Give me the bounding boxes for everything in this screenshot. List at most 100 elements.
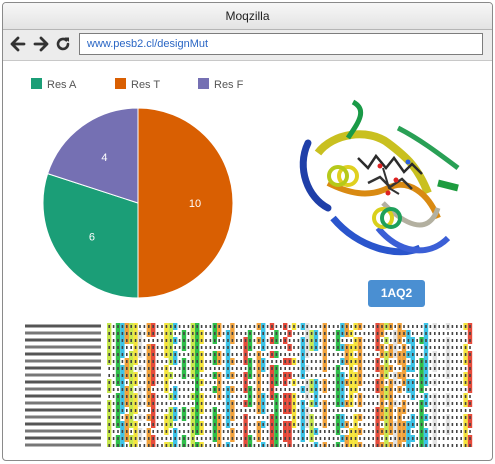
alignment-residue-glyph	[244, 374, 247, 377]
alignment-residue-glyph	[183, 325, 185, 328]
alignment-residue-glyph	[434, 416, 436, 419]
alignment-residue-glyph	[425, 339, 427, 342]
alignment-residue-glyph	[324, 325, 326, 328]
alignment-residue-glyph	[222, 395, 225, 398]
alignment-residue-glyph	[407, 367, 410, 370]
alignment-residue-glyph	[205, 353, 207, 356]
alignment-residue-glyph	[359, 430, 361, 433]
alignment-residue-glyph	[416, 388, 418, 391]
alignment-residue-glyph	[266, 332, 269, 335]
alignment-residue-glyph	[429, 402, 432, 405]
alignment-residue-glyph	[183, 402, 185, 405]
alignment-residue-glyph	[218, 388, 220, 391]
url-input[interactable]: www.pesb2.cl/designMut	[79, 33, 483, 55]
alignment-residue-glyph	[165, 360, 168, 363]
alignment-residue-glyph	[130, 374, 132, 377]
alignment-residue-glyph	[390, 444, 392, 447]
alignment-residue-glyph	[165, 367, 168, 370]
alignment-residue-glyph	[244, 409, 247, 412]
alignment-residue-glyph	[464, 423, 467, 426]
pie-slice-res-a[interactable]	[42, 173, 139, 299]
alignment-residue-glyph	[170, 444, 172, 447]
legend-label: Res F	[214, 79, 244, 91]
alignment-residue-glyph	[143, 381, 146, 384]
alignment-residue-glyph	[376, 381, 379, 384]
alignment-residue-glyph	[227, 353, 229, 356]
alignment-residue-glyph	[262, 430, 264, 433]
alignment-residue-glyph	[222, 444, 225, 447]
alignment-residue-glyph	[464, 444, 467, 447]
alignment-residue-glyph	[293, 395, 295, 398]
alignment-residue-glyph	[346, 325, 348, 328]
alignment-residue-glyph	[236, 374, 238, 377]
alignment-residue-glyph	[469, 360, 471, 363]
alignment-residue-glyph	[447, 367, 449, 370]
alignment-residue-glyph	[112, 325, 115, 328]
alignment-residue-glyph	[222, 332, 225, 335]
alignment-residue-glyph	[456, 381, 458, 384]
alignment-residue-glyph	[253, 381, 256, 384]
alignment-residue-glyph	[236, 430, 238, 433]
alignment-residue-glyph	[196, 444, 198, 447]
alignment-residue-glyph	[469, 388, 471, 391]
legend-item-res-t[interactable]: Res T	[115, 78, 160, 91]
alignment-residue-glyph	[178, 353, 181, 356]
alignment-residue-glyph	[293, 409, 295, 412]
alignment-residue-glyph	[126, 409, 128, 412]
reload-icon[interactable]	[54, 35, 72, 53]
alignment-residue-glyph	[302, 367, 304, 370]
alignment-residue-glyph	[143, 325, 146, 328]
alignment-residue-glyph	[442, 430, 445, 433]
alignment-residue-glyph	[324, 360, 326, 363]
alignment-residue-glyph	[385, 444, 388, 447]
alignment-residue-glyph	[328, 339, 330, 342]
alignment-residue-glyph	[363, 360, 366, 363]
alignment-residue-glyph	[130, 395, 132, 398]
alignment-residue-glyph	[284, 353, 286, 356]
alignment-residue-glyph	[271, 423, 273, 426]
arrow-right-icon[interactable]	[32, 35, 50, 53]
alignment-residue-glyph	[425, 444, 427, 447]
alignment-residue-glyph	[214, 339, 216, 342]
alignment-residue-glyph	[253, 423, 256, 426]
alignment-residue-glyph	[222, 339, 225, 342]
pie-slice-res-f[interactable]	[47, 107, 139, 204]
legend-item-res-a[interactable]: Res A	[31, 78, 76, 91]
alignment-residue-glyph	[280, 360, 282, 363]
alignment-residue-glyph	[416, 416, 418, 419]
alignment-residue-glyph	[354, 409, 357, 412]
alignment-residue-glyph	[134, 395, 137, 398]
alignment-residue-glyph	[394, 423, 396, 426]
alignment-residue-glyph	[178, 423, 181, 426]
alignment-residue-glyph	[108, 381, 110, 384]
alignment-residue-glyph	[227, 416, 229, 419]
alignment-residue-glyph	[271, 325, 273, 328]
alignment-residue-glyph	[143, 437, 146, 440]
alignment-residue-glyph	[447, 388, 449, 391]
alignment-residue-glyph	[134, 437, 137, 440]
alignment-residue-glyph	[143, 423, 146, 426]
alignment-residue-glyph	[372, 416, 374, 419]
alignment-residue-glyph	[130, 423, 132, 426]
alignment-residue-glyph	[376, 332, 379, 335]
alignment-residue-glyph	[170, 402, 172, 405]
alignment-residue-glyph	[306, 360, 308, 363]
pdb-id-button[interactable]: 1AQ2	[368, 280, 425, 307]
alignment-residue-glyph	[284, 395, 286, 398]
alignment-residue-glyph	[376, 423, 379, 426]
alignment-residue-glyph	[240, 388, 242, 391]
alignment-residue-glyph	[368, 402, 370, 405]
alignment-residue-glyph	[143, 346, 146, 349]
legend-item-res-f[interactable]: Res F	[198, 78, 243, 91]
alignment-residue-glyph	[139, 353, 141, 356]
arrow-left-icon[interactable]	[9, 35, 27, 53]
alignment-residue-glyph	[420, 360, 423, 363]
alignment-residue-glyph	[332, 444, 335, 447]
pie-slice-res-t[interactable]	[137, 107, 234, 299]
alignment-residue-glyph	[438, 367, 440, 370]
alignment-residue-glyph	[403, 346, 405, 349]
alignment-residue-glyph	[359, 437, 361, 440]
alignment-residue-glyph	[209, 388, 212, 391]
alignment-residue-glyph	[174, 325, 176, 328]
alignment-residue-glyph	[112, 430, 115, 433]
